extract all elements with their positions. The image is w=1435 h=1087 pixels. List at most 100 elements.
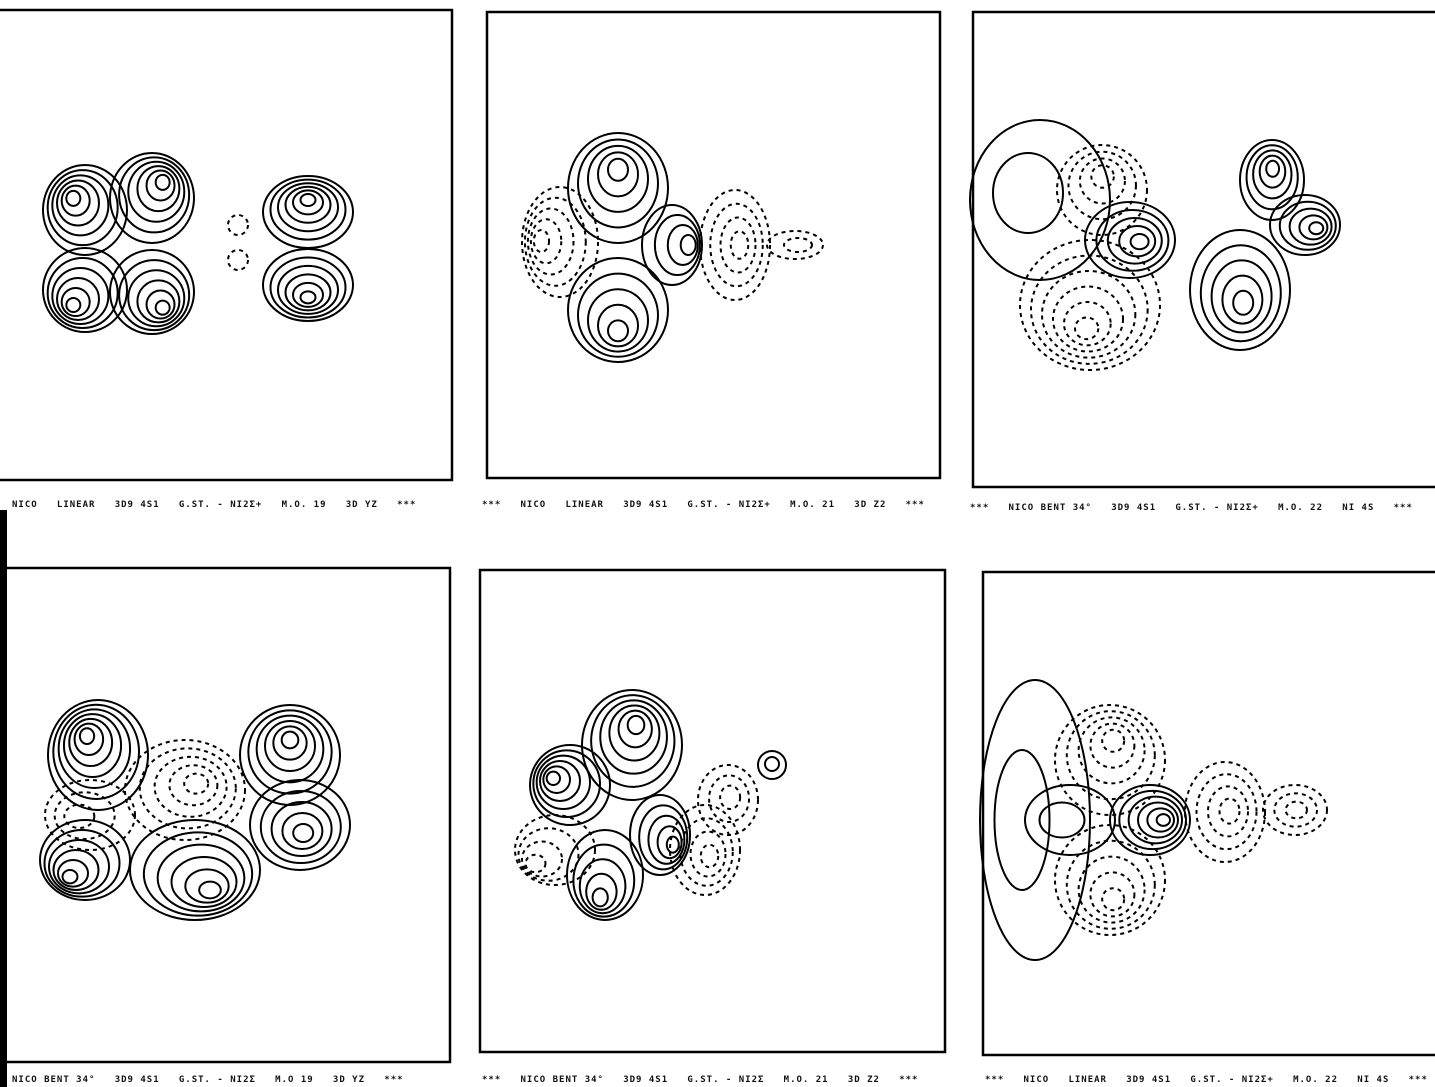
contour-line xyxy=(597,303,639,348)
contour-line xyxy=(523,196,587,287)
contour-line xyxy=(61,869,79,885)
contour-line xyxy=(697,764,759,836)
contour-line xyxy=(1095,209,1170,272)
contour-line xyxy=(299,290,317,305)
contour-line xyxy=(1089,722,1136,769)
contour-line xyxy=(227,214,249,236)
contour-line xyxy=(521,840,563,878)
contour-line xyxy=(572,843,636,918)
contour-line xyxy=(1288,207,1333,246)
contour-line xyxy=(1262,784,1328,836)
panel-caption: *** NICO BENT 34° 3D9 4S1 G.ST. - NI2Σ M… xyxy=(482,1075,918,1085)
contour-line xyxy=(118,259,191,332)
contour-line xyxy=(1298,214,1329,241)
contour-line xyxy=(539,760,581,802)
contour-line xyxy=(517,827,580,882)
contour-line xyxy=(647,814,686,865)
contour-line xyxy=(641,204,703,286)
contour-line xyxy=(262,248,354,322)
contour-line xyxy=(1278,200,1337,251)
contour-line xyxy=(679,234,697,256)
contour-line xyxy=(545,770,561,786)
contour-line xyxy=(629,794,691,876)
contour-line xyxy=(1184,761,1266,863)
contour-line xyxy=(145,289,176,320)
contour-line xyxy=(529,218,563,265)
contour-line xyxy=(142,831,254,917)
contour-line xyxy=(170,856,238,908)
contour-line xyxy=(47,699,149,811)
contour-line xyxy=(1218,797,1241,825)
contour-line xyxy=(1137,801,1179,839)
contour-line xyxy=(590,694,676,788)
contour-line xyxy=(1038,801,1086,839)
contour-line xyxy=(666,224,699,266)
contour-line xyxy=(1245,144,1299,211)
contour-line xyxy=(757,750,787,780)
contour-line xyxy=(1127,795,1184,845)
contour-line xyxy=(729,230,750,260)
contour-line xyxy=(1308,221,1325,236)
contour-line xyxy=(136,165,181,213)
contour-line xyxy=(607,319,629,343)
contour-line xyxy=(581,689,683,801)
contour-line xyxy=(1056,144,1148,236)
panel-caption: NICO LINEAR 3D9 4S1 G.ST. - NI2Σ+ M.O. 1… xyxy=(12,500,416,510)
contour-line xyxy=(709,202,764,288)
contour-line xyxy=(719,784,742,810)
contour-line xyxy=(198,880,222,900)
contour-line xyxy=(118,156,191,234)
contour-line xyxy=(48,839,110,895)
contour-line xyxy=(42,164,128,256)
contour-line xyxy=(638,804,689,871)
contour-line xyxy=(1074,316,1100,341)
contour-line xyxy=(65,189,82,207)
contour-line xyxy=(270,801,333,857)
contour-line xyxy=(699,843,720,869)
panel-caption: *** NICO BENT 34° 3D9 4S1 G.ST. - NI2Σ+ … xyxy=(970,503,1413,513)
contour-line xyxy=(277,264,339,315)
panel-caption: *** NICO LINEAR 3D9 4S1 G.ST. - NI2Σ+ M.… xyxy=(985,1075,1428,1085)
contour-line xyxy=(109,249,195,335)
contour-line xyxy=(1269,194,1341,256)
contour-line xyxy=(277,182,339,233)
contour-line xyxy=(153,755,228,818)
contour-line xyxy=(42,247,128,333)
contour-line xyxy=(1019,239,1161,371)
panel-frame xyxy=(971,10,1435,489)
contour-line xyxy=(127,269,186,328)
contour-line xyxy=(669,804,741,896)
contour-line xyxy=(526,207,575,276)
contour-line xyxy=(542,765,572,795)
contour-line xyxy=(1195,773,1258,851)
contour-line xyxy=(73,722,105,756)
contour-line xyxy=(65,297,82,313)
contour-line xyxy=(1041,270,1137,359)
contour-line xyxy=(1065,839,1156,930)
contour-line xyxy=(535,754,591,810)
contour-line xyxy=(154,173,171,191)
contour-line xyxy=(679,817,734,887)
contour-line xyxy=(1077,855,1146,924)
contour-line xyxy=(708,774,751,824)
contour-line xyxy=(56,179,100,227)
contour-line xyxy=(43,829,121,898)
contour-line xyxy=(247,709,333,795)
contour-line xyxy=(1284,800,1309,820)
contour-line xyxy=(1109,784,1191,856)
contour-line xyxy=(292,189,324,216)
contour-line xyxy=(39,819,131,901)
contour-line xyxy=(566,829,644,921)
contour-line xyxy=(51,267,110,325)
contour-line xyxy=(124,739,246,841)
contour-line xyxy=(1118,225,1157,258)
contour-line xyxy=(264,720,316,772)
contour-line xyxy=(699,189,771,301)
contour-line xyxy=(46,257,119,329)
contour-line xyxy=(567,132,669,244)
contour-line xyxy=(269,178,347,241)
contour-line xyxy=(1210,259,1273,334)
panel-frame xyxy=(0,566,452,1064)
contour-line xyxy=(608,704,661,762)
